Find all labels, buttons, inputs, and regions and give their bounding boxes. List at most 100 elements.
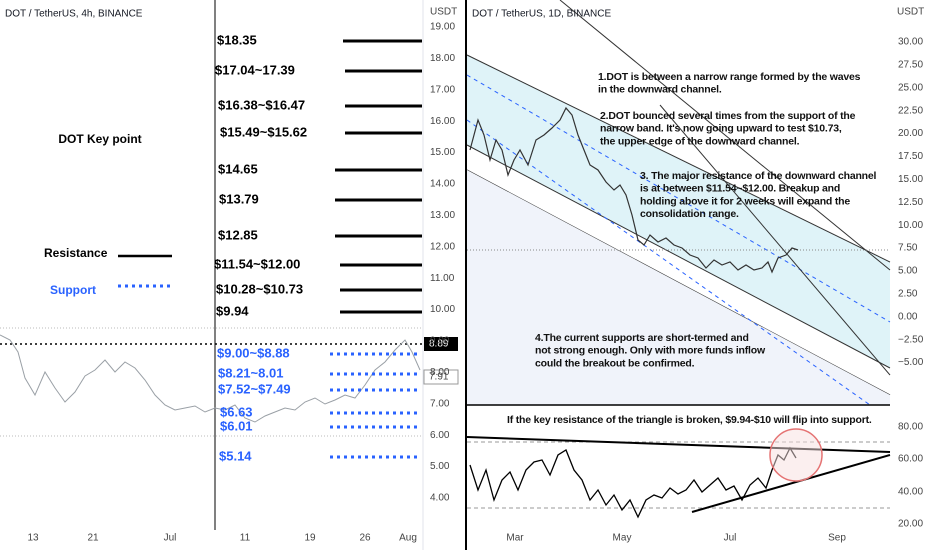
y-tick-label: 80.00 [898, 422, 923, 433]
resistance-label: $18.35 [217, 32, 257, 47]
support-label: $9.00~$8.88 [217, 345, 290, 360]
triangle-line [691, 454, 891, 513]
y-tick-label: 11.00 [430, 273, 455, 284]
y-tick-label: 0.00 [898, 311, 918, 322]
support-label: $5.14 [219, 448, 252, 463]
price-tag-label: 8.89 [429, 339, 449, 350]
x-tick-label: Sep [828, 533, 846, 544]
x-tick-label: Aug [399, 533, 417, 544]
note: is at between $11.54~$12.00. Breakup and [640, 183, 840, 195]
x-tick-label: May [613, 533, 632, 544]
y-tick-label: −2.50 [898, 334, 924, 345]
note: If the key resistance of the triangle is… [507, 414, 872, 426]
y-tick-label: 20.00 [898, 128, 923, 139]
y-tick-label: 13.00 [430, 210, 455, 221]
y-tick-label: 25.00 [898, 82, 923, 93]
chart-title: DOT / TetherUS, 1D, BINANCE [472, 9, 611, 20]
chart-title: DOT / TetherUS, 4h, BINANCE [5, 9, 143, 20]
note: not strong enough. Only with more funds … [535, 345, 766, 357]
note: narrow band. It's now going upward to te… [600, 123, 842, 135]
x-tick-label: 13 [27, 533, 39, 544]
y-tick-label: 27.50 [898, 60, 923, 71]
y-tick-label: 18.00 [430, 53, 455, 64]
resistance-label: $10.28~$10.73 [216, 281, 303, 296]
support-label: $7.52~$7.49 [218, 381, 291, 396]
note: 2.DOT bounced several times from the sup… [600, 110, 856, 122]
channel-fill [467, 170, 890, 405]
x-tick-label: 26 [359, 533, 371, 544]
y-tick-label: 2.50 [898, 289, 918, 300]
y-tick-label: 22.50 [898, 105, 923, 116]
resistance-label: $13.79 [219, 191, 259, 206]
resistance-label: $14.65 [218, 161, 258, 176]
note: could the breakout be confirmed. [535, 357, 695, 369]
heading: DOT Key point [58, 132, 141, 146]
y-tick-label: 15.00 [898, 174, 923, 185]
y-tick-label: 9.00 [430, 336, 450, 347]
y-tick-label: 8.00 [430, 367, 450, 378]
y-tick-label: 60.00 [898, 454, 923, 465]
channel-line [466, 144, 891, 369]
y-tick-label: 15.00 [430, 147, 455, 158]
support-label: $6.01 [220, 418, 253, 433]
y-tick-label: 7.50 [898, 243, 918, 254]
y-tick-label: 16.00 [430, 116, 455, 127]
mid-line [466, 119, 871, 406]
y-tick-label: 40.00 [898, 487, 923, 498]
x-tick-label: 11 [240, 533, 251, 544]
resistance-label: $9.94 [216, 303, 249, 318]
note: the upper edge of the downward channel. [600, 135, 800, 147]
support-label: $6.63 [220, 404, 253, 419]
mid-line [466, 74, 891, 323]
channel-line [466, 54, 891, 263]
y-tick-label: 12.00 [430, 241, 455, 252]
price-sketch [0, 334, 421, 423]
legend-label: Support [50, 283, 96, 297]
y-tick-label: 30.00 [898, 37, 923, 48]
note: consolidation range. [640, 208, 739, 220]
y-tick-label: 10.00 [898, 220, 923, 231]
unit: USDT [897, 7, 924, 18]
x-tick-label: 21 [87, 533, 99, 544]
y-tick-label: 20.00 [898, 519, 923, 530]
price-tag-label: 7.91 [429, 372, 449, 383]
note: 1.DOT is between a narrow range formed b… [598, 71, 861, 83]
x-tick-label: 19 [304, 533, 316, 544]
price-tag [423, 369, 459, 385]
resistance-label: $15.49~$15.62 [220, 124, 307, 139]
channel-line [659, 104, 891, 376]
resistance-label: $12.85 [218, 227, 258, 242]
channel [467, 55, 890, 368]
support-label: $8.21~8.01 [218, 365, 283, 380]
y-tick-label: 7.00 [430, 398, 450, 409]
note: 4.The current supports are short-termed … [535, 332, 749, 344]
resistance-label: $16.38~$16.47 [218, 97, 305, 112]
y-tick-label: 19.00 [430, 22, 455, 33]
y-tick-label: 14.00 [430, 179, 455, 190]
note: in the downward channel. [598, 84, 722, 96]
y-tick-label: 5.00 [430, 461, 450, 472]
x-tick-label: Jul [724, 533, 737, 544]
y-tick-label: 17.50 [898, 151, 923, 162]
price-tag [424, 337, 458, 351]
y-tick-label: 4.00 [430, 493, 450, 504]
legend-label: Resistance [44, 246, 108, 260]
channel-line [559, 0, 891, 271]
note: holding above it for 2 weeks will expand… [640, 195, 850, 207]
price-sketch [469, 106, 799, 274]
resistance-label: $11.54~$12.00 [214, 256, 300, 271]
y-tick-label: 6.00 [430, 430, 450, 441]
rsi-sketch [469, 446, 797, 519]
unit: USDT [430, 7, 457, 18]
note: 3. The major resistance of the downward … [640, 170, 877, 182]
y-tick-label: 12.50 [898, 197, 923, 208]
resistance-label: $17.04~17.39 [215, 62, 295, 77]
y-tick-label: 5.00 [898, 266, 918, 277]
y-tick-label: 10.00 [430, 304, 455, 315]
y-tick-label: −5.00 [898, 357, 924, 368]
x-tick-label: Mar [506, 533, 524, 544]
highlight [769, 428, 823, 482]
y-tick-label: 17.00 [430, 84, 455, 95]
x-tick-label: Jul [164, 533, 177, 544]
